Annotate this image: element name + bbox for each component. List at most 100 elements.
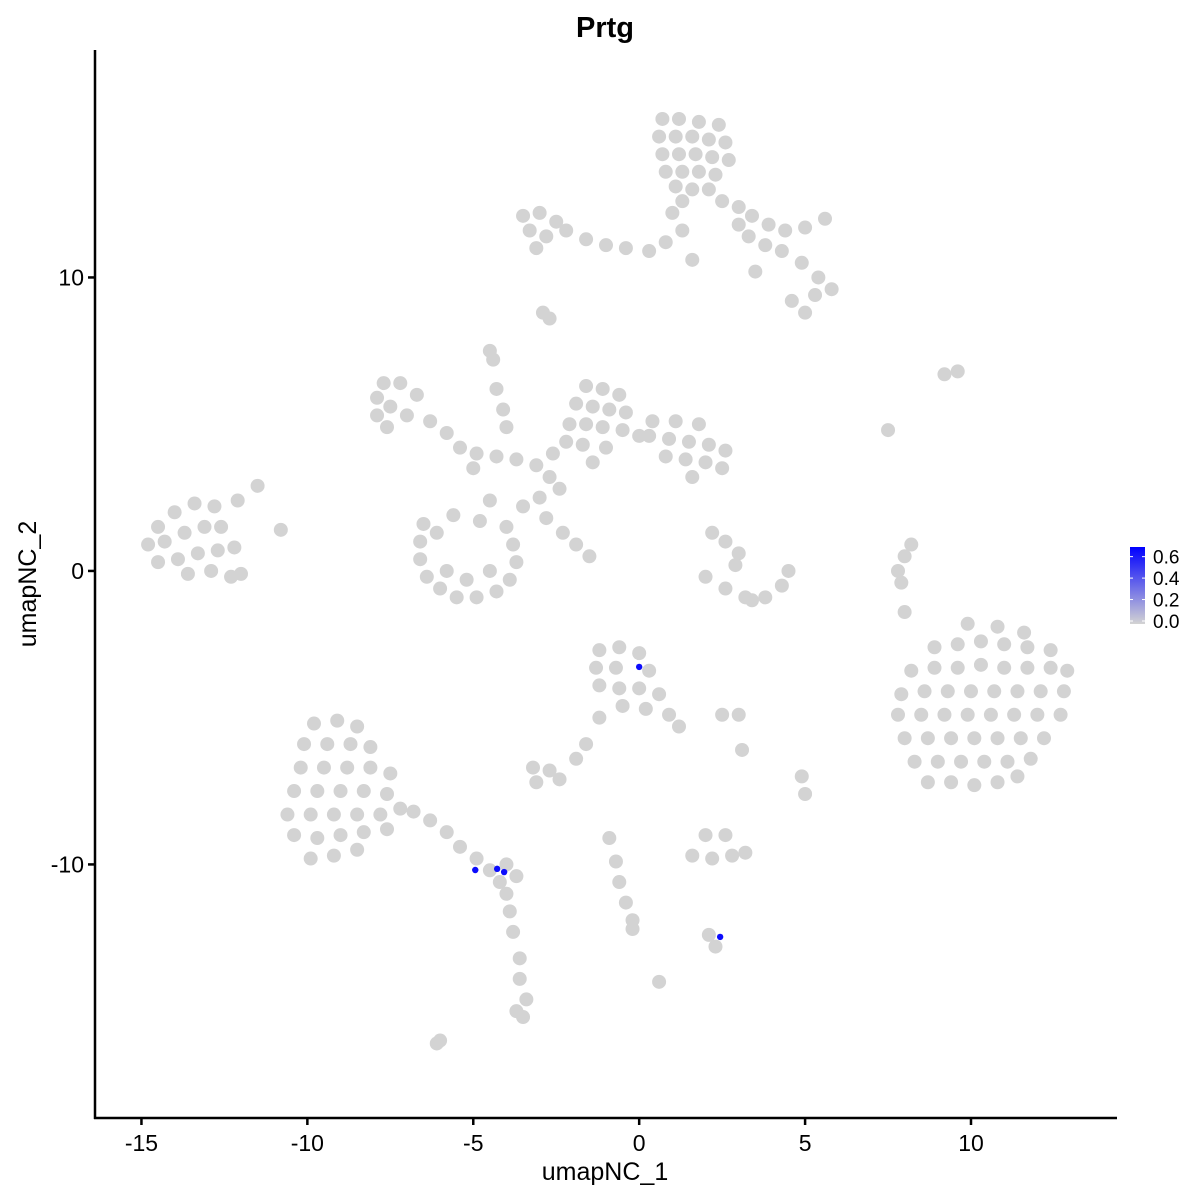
cell-point bbox=[658, 235, 673, 250]
cell-point bbox=[233, 566, 248, 581]
cell-point bbox=[890, 563, 905, 578]
cell-point bbox=[798, 786, 813, 801]
cell-point bbox=[1060, 663, 1075, 678]
cell-point bbox=[552, 772, 567, 787]
cell-point bbox=[370, 408, 385, 423]
cell-point bbox=[698, 828, 713, 843]
cell-point bbox=[937, 707, 952, 722]
y-tick-label: 0 bbox=[71, 558, 84, 584]
cell-point bbox=[675, 223, 690, 238]
cell-point bbox=[685, 848, 700, 863]
cell-point bbox=[482, 563, 497, 578]
cell-point bbox=[545, 446, 560, 461]
cell-point bbox=[592, 710, 607, 725]
cell-point bbox=[954, 754, 969, 769]
cell-point bbox=[250, 478, 265, 493]
cell-point bbox=[180, 566, 195, 581]
cell-point bbox=[950, 660, 965, 675]
cell-point bbox=[1030, 707, 1045, 722]
cell-point bbox=[393, 801, 408, 816]
cell-point bbox=[665, 205, 680, 220]
cell-point bbox=[824, 282, 839, 297]
cell-point bbox=[612, 681, 627, 696]
cell-point bbox=[439, 426, 454, 441]
cell-point bbox=[297, 737, 312, 752]
cell-point bbox=[1043, 660, 1058, 675]
cell-point bbox=[625, 921, 640, 936]
cell-point bbox=[701, 182, 716, 197]
cell-point bbox=[632, 681, 647, 696]
cell-point bbox=[595, 381, 610, 396]
cell-point bbox=[492, 875, 507, 890]
cell-point bbox=[668, 179, 683, 194]
cell-point bbox=[1033, 684, 1048, 699]
expressed-cell-point bbox=[493, 865, 501, 873]
cell-point bbox=[662, 431, 677, 446]
x-axis-ticks: -15 -10 -5 0 5 10 bbox=[125, 1118, 984, 1156]
cell-point bbox=[589, 660, 604, 675]
cell-point bbox=[721, 153, 736, 168]
cell-point bbox=[808, 288, 823, 303]
cell-point bbox=[927, 660, 942, 675]
cell-point bbox=[778, 223, 793, 238]
cell-point bbox=[406, 804, 421, 819]
cell-point bbox=[1043, 643, 1058, 658]
cell-point bbox=[529, 241, 544, 256]
legend-tick-label: 0.0 bbox=[1153, 612, 1179, 633]
cell-point bbox=[598, 238, 613, 253]
cell-point bbox=[894, 687, 909, 702]
cell-point bbox=[512, 951, 527, 966]
cell-point bbox=[652, 129, 667, 144]
cell-point bbox=[944, 775, 959, 790]
expressed-cell-point bbox=[716, 933, 724, 941]
cell-point bbox=[170, 552, 185, 567]
cell-point bbox=[1017, 625, 1032, 640]
cell-point bbox=[997, 660, 1012, 675]
cell-point bbox=[944, 731, 959, 746]
cell-point bbox=[618, 405, 633, 420]
cell-point bbox=[658, 449, 673, 464]
cell-point bbox=[519, 992, 534, 1007]
cell-point bbox=[1023, 751, 1038, 766]
cell-point bbox=[496, 402, 511, 417]
cell-point bbox=[482, 863, 497, 878]
cell-point bbox=[230, 493, 245, 508]
cell-point bbox=[542, 763, 557, 778]
cell-point bbox=[141, 537, 156, 552]
cell-point bbox=[960, 616, 975, 631]
cell-point bbox=[499, 420, 514, 435]
expressed-cell-point bbox=[635, 663, 643, 671]
cell-point bbox=[917, 684, 932, 699]
y-axis-title: umapNC_2 bbox=[14, 521, 42, 647]
cell-point bbox=[539, 229, 554, 244]
cell-point bbox=[602, 831, 617, 846]
legend-tick-label: 0.6 bbox=[1153, 548, 1179, 569]
cell-point bbox=[506, 924, 521, 939]
cell-point bbox=[963, 684, 978, 699]
cell-point bbox=[423, 813, 438, 828]
cell-point bbox=[794, 255, 809, 270]
cell-point bbox=[681, 434, 696, 449]
cell-point bbox=[715, 461, 730, 476]
cell-point bbox=[569, 537, 584, 552]
cell-point bbox=[532, 490, 547, 505]
cell-point bbox=[967, 731, 982, 746]
cell-point bbox=[363, 740, 378, 755]
cell-point bbox=[585, 399, 600, 414]
x-tick-label: 10 bbox=[958, 1130, 984, 1156]
cell-point bbox=[529, 775, 544, 790]
cell-point bbox=[758, 590, 773, 605]
cell-point bbox=[990, 619, 1005, 634]
cell-point bbox=[655, 111, 670, 126]
cell-point bbox=[645, 414, 660, 429]
cell-point bbox=[612, 640, 627, 655]
cell-point bbox=[598, 440, 613, 455]
cell-point bbox=[725, 848, 740, 863]
cell-point bbox=[1020, 640, 1035, 655]
cell-point bbox=[678, 452, 693, 467]
cell-point bbox=[685, 252, 700, 267]
cell-point bbox=[618, 241, 633, 256]
cell-point bbox=[506, 537, 521, 552]
cell-point bbox=[741, 229, 756, 244]
